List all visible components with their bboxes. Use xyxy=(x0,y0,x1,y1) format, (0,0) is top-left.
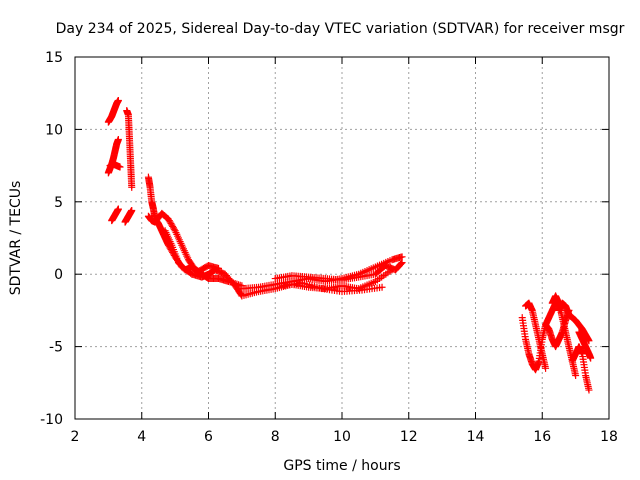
x-axis-title: GPS time / hours xyxy=(283,458,400,474)
series-late-arc-2 xyxy=(522,299,550,372)
x-tick-label: 14 xyxy=(467,429,485,445)
series-early-arc-1 xyxy=(104,96,122,126)
data-point xyxy=(572,372,580,380)
data-marks xyxy=(104,96,595,394)
data-point xyxy=(542,364,550,372)
x-tick-label: 4 xyxy=(137,429,146,445)
chart-title: Day 234 of 2025, Sidereal Day-to-day VTE… xyxy=(56,21,625,37)
data-point xyxy=(585,337,593,345)
x-tick-label: 12 xyxy=(400,429,418,445)
series-main-arc-3 xyxy=(161,227,223,275)
grid-lines xyxy=(75,57,609,419)
y-tick-label: -10 xyxy=(40,412,63,428)
data-point xyxy=(398,259,406,267)
data-point xyxy=(128,183,136,191)
y-tick-label: -5 xyxy=(49,340,63,356)
y-tick-label: 5 xyxy=(54,195,63,211)
x-tick-label: 10 xyxy=(333,429,351,445)
x-tick-label: 6 xyxy=(204,429,213,445)
series-late-arc-5 xyxy=(555,299,593,345)
data-point xyxy=(585,386,593,394)
data-point xyxy=(397,260,405,268)
data-point xyxy=(378,283,386,291)
x-tick-label: 8 xyxy=(271,429,280,445)
data-point xyxy=(170,225,178,233)
data-point xyxy=(114,205,122,213)
data-point xyxy=(116,163,124,171)
series-early-arc-5 xyxy=(123,107,136,191)
y-tick-label: 0 xyxy=(54,267,63,283)
y-tick-label: 15 xyxy=(45,50,63,66)
y-tick-label: 10 xyxy=(45,122,63,138)
series-early-arc-6 xyxy=(121,206,136,226)
data-point xyxy=(587,354,595,362)
series-early-arc-3 xyxy=(106,160,124,171)
series-late-arc-7 xyxy=(575,328,595,362)
x-tick-label: 16 xyxy=(533,429,551,445)
series-main-arc-7 xyxy=(278,279,386,296)
series-early-arc-4 xyxy=(108,205,122,225)
x-tick-label: 18 xyxy=(600,429,618,445)
series-late-arc-4 xyxy=(548,292,580,380)
series-late-arc-6 xyxy=(568,343,593,394)
data-point xyxy=(114,136,122,144)
series-main-arc-6 xyxy=(271,259,406,284)
data-point xyxy=(215,264,223,272)
x-tick-label: 2 xyxy=(71,429,80,445)
y-axis-title: SDTVAR / TECUs xyxy=(8,181,24,296)
data-point xyxy=(114,96,122,104)
data-point xyxy=(128,206,136,214)
axis-ticks: 2 4 6 8 10 12 14 16 18 -10 -5 0 5 10 15 xyxy=(40,50,618,445)
